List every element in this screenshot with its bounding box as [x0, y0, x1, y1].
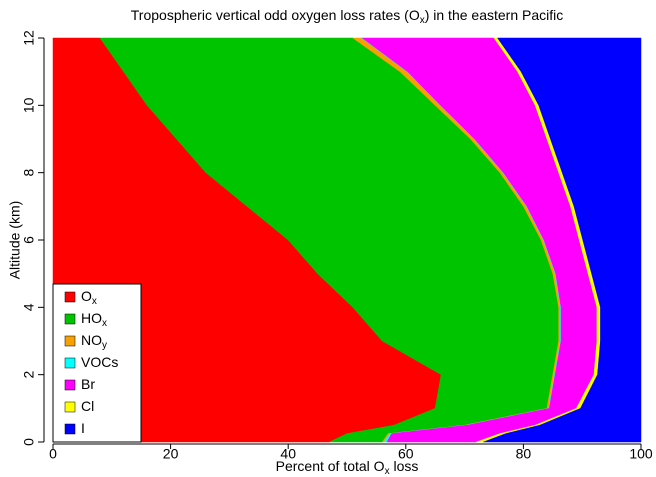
legend-text: I [81, 420, 85, 436]
label-text: Percent of total O [276, 458, 385, 474]
title-text: Tropospheric vertical odd oxygen loss ra… [131, 7, 420, 23]
y-tick-label: 8 [21, 169, 37, 177]
y-tick-label: 0 [21, 438, 37, 446]
area [483, 37, 642, 443]
legend-swatch [64, 313, 76, 325]
x-tick-label: 60 [398, 446, 414, 462]
title-subscript: x [420, 15, 425, 26]
x-tick-label: 100 [629, 446, 653, 462]
legend-label: NOy [81, 332, 107, 351]
title-text: ) in the eastern Pacific [425, 7, 564, 23]
y-axis-label: Altitude (km) [7, 201, 23, 280]
chart-title: Tropospheric vertical odd oxygen loss ra… [131, 7, 563, 26]
x-tick-label: 20 [163, 446, 179, 462]
legend-swatch [64, 291, 76, 303]
legend-label: Br [81, 376, 95, 392]
legend-swatch [64, 379, 76, 391]
y-tick-label: 2 [21, 371, 37, 379]
y-tick-label: 12 [21, 30, 37, 46]
legend-label: VOCs [81, 354, 118, 370]
legend-text: Br [81, 376, 95, 392]
label-subscript: x [385, 466, 390, 477]
x-axis-label: Percent of total Ox loss [276, 458, 419, 477]
legend-text: Cl [81, 398, 94, 414]
legend-text: HO [81, 310, 102, 326]
legend-label: Cl [81, 398, 94, 414]
legend-swatch [64, 335, 76, 347]
legend-text: VOCs [81, 354, 118, 370]
legend-text: O [81, 288, 92, 304]
y-tick-label: 10 [21, 97, 37, 113]
legend-label: Ox [81, 288, 97, 307]
x-tick-label: 40 [280, 446, 296, 462]
legend-subscript: x [102, 318, 107, 329]
y-tick-label: 6 [21, 236, 37, 244]
legend-swatch [64, 357, 76, 369]
x-tick-label: 0 [49, 446, 57, 462]
legend-swatch [64, 401, 76, 413]
x-tick-label: 80 [516, 446, 532, 462]
legend-subscript: y [102, 340, 107, 351]
label-text: loss [390, 458, 419, 474]
legend-label: I [81, 420, 85, 436]
legend-subscript: x [92, 296, 97, 307]
legend-text: NO [81, 332, 102, 348]
y-tick-label: 4 [21, 303, 37, 311]
legend-swatch [64, 423, 76, 435]
legend-label: HOx [81, 310, 107, 329]
